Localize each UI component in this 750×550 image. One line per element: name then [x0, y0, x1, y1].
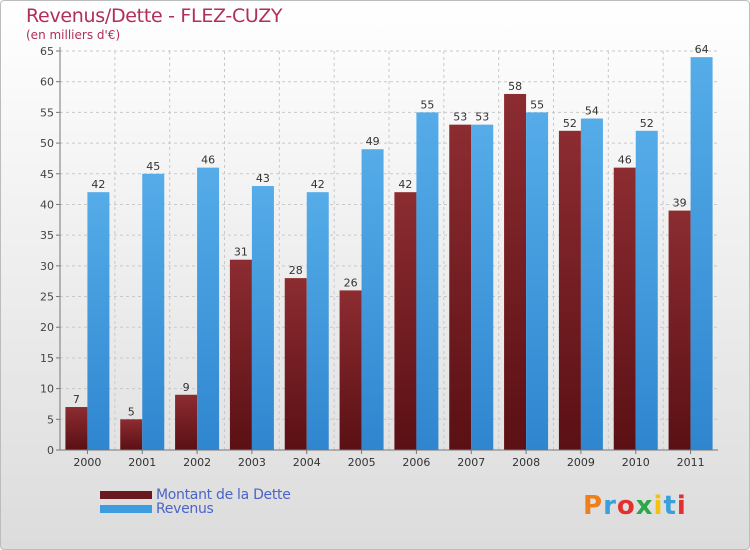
- bar-revenus-2001: [142, 173, 165, 450]
- y-tick-label-55: 55: [40, 106, 54, 119]
- x-tick-label-2005: 2005: [348, 456, 376, 469]
- logo-letter: i: [676, 491, 687, 521]
- data-label-revenus-2006: 55: [420, 98, 434, 111]
- x-tick-label-2001: 2001: [128, 456, 156, 469]
- bar-debt-2002: [175, 394, 198, 450]
- bar-debt-2000: [65, 407, 88, 450]
- x-tick-label-2008: 2008: [512, 456, 540, 469]
- y-tick-label-20: 20: [40, 321, 54, 334]
- bar-revenus-2006: [416, 112, 439, 450]
- data-label-debt-2011: 39: [673, 197, 687, 210]
- bar-debt-2009: [558, 130, 581, 451]
- bar-revenus-2004: [306, 192, 329, 450]
- x-tick-label-2011: 2011: [677, 456, 705, 469]
- y-tick-label-35: 35: [40, 229, 54, 242]
- bars: [65, 57, 713, 451]
- y-tick-label-40: 40: [40, 198, 54, 211]
- x-tick-label-2000: 2000: [73, 456, 101, 469]
- y-tick-label-60: 60: [40, 76, 54, 89]
- bar-revenus-2010: [635, 130, 658, 451]
- y-tick-label-65: 65: [40, 45, 54, 58]
- data-label-debt-2002: 9: [183, 381, 190, 394]
- bar-debt-2010: [613, 167, 636, 450]
- logo-letter: o: [616, 491, 636, 521]
- data-label-debt-2003: 31: [234, 246, 248, 259]
- y-tick-label-0: 0: [47, 444, 54, 457]
- bar-debt-2006: [394, 192, 417, 450]
- logo-letter: P: [583, 491, 604, 521]
- data-label-revenus-2010: 52: [640, 117, 654, 130]
- bar-revenus-2007: [471, 124, 494, 451]
- data-label-revenus-2000: 42: [91, 178, 105, 191]
- y-tick-label-25: 25: [40, 291, 54, 304]
- data-label-debt-2004: 28: [289, 264, 303, 277]
- x-tick-label-2002: 2002: [183, 456, 211, 469]
- data-label-revenus-2007: 53: [475, 111, 489, 124]
- gridlines: [60, 50, 718, 450]
- legend-label-debt: Montant de la Dette: [156, 487, 291, 503]
- bar-debt-2004: [284, 278, 307, 450]
- legend-item-debt: Montant de la Dette: [100, 487, 291, 503]
- data-label-revenus-2004: 42: [311, 178, 325, 191]
- x-tick-label-2009: 2009: [567, 456, 595, 469]
- data-label-debt-2008: 58: [508, 80, 522, 93]
- bar-revenus-2011: [690, 57, 713, 451]
- x-tick-label-2007: 2007: [457, 456, 485, 469]
- data-label-debt-2000: 7: [73, 393, 80, 406]
- bar-revenus-2005: [361, 149, 384, 450]
- y-tick-label-30: 30: [40, 260, 54, 273]
- data-label-revenus-2002: 46: [201, 154, 215, 167]
- logo-letter: i: [653, 491, 664, 521]
- bar-revenus-2009: [580, 118, 603, 451]
- logo-letter: x: [635, 491, 654, 521]
- bar-debt-2003: [229, 259, 252, 450]
- legend-swatch-revenus: [100, 505, 152, 513]
- y-tick-label-45: 45: [40, 168, 54, 181]
- bar-debt-2005: [339, 290, 362, 450]
- data-label-debt-2006: 42: [398, 178, 412, 191]
- data-labels: 7 42 5 45 9 46 31 43 28 42 26 49 42 55 53 53 58 55 52 54 46 5…: [73, 43, 709, 418]
- chart-subtitle: (en milliers d'€): [26, 28, 121, 42]
- x-tick-label-2006: 2006: [402, 456, 430, 469]
- bar-revenus-2003: [251, 186, 274, 451]
- y-tick-label-10: 10: [40, 383, 54, 396]
- y-tick-label-15: 15: [40, 352, 54, 365]
- y-tick-label-5: 5: [47, 413, 54, 426]
- data-label-debt-2009: 52: [563, 117, 577, 130]
- x-tick-label-2010: 2010: [622, 456, 650, 469]
- chart-title: Revenus/Dette - FLEZ-CUZY: [26, 5, 283, 27]
- bar-debt-2001: [120, 419, 143, 450]
- bar-revenus-2002: [197, 167, 220, 450]
- bar-debt-2008: [504, 93, 527, 450]
- logo-letter: r: [603, 491, 617, 521]
- legend-swatch-debt: [100, 491, 152, 499]
- bar-debt-2007: [449, 124, 472, 451]
- axes: 0 5 10 15 20 25 30 35 40 45 50 55 60 65 2000 2001 2002 20…: [40, 45, 718, 469]
- data-label-revenus-2005: 49: [366, 135, 380, 148]
- y-tick-label-50: 50: [40, 137, 54, 150]
- bar-debt-2011: [668, 210, 691, 450]
- data-label-revenus-2003: 43: [256, 172, 270, 185]
- logo-letter: t: [663, 491, 677, 521]
- data-label-debt-2001: 5: [128, 405, 135, 418]
- bar-revenus-2008: [526, 112, 549, 450]
- data-label-debt-2007: 53: [453, 111, 467, 124]
- data-label-debt-2005: 26: [344, 276, 358, 289]
- proxiti-logo: Proxiti: [583, 491, 687, 521]
- x-tick-label-2003: 2003: [238, 456, 266, 469]
- bar-revenus-2000: [87, 192, 110, 450]
- data-label-revenus-2008: 55: [530, 98, 544, 111]
- x-tick-label-2004: 2004: [293, 456, 321, 469]
- data-label-revenus-2009: 54: [585, 105, 599, 118]
- data-label-debt-2010: 46: [618, 154, 632, 167]
- legend-label-revenus: Revenus: [156, 501, 214, 517]
- legend-item-revenus: Revenus: [100, 501, 214, 517]
- data-label-revenus-2001: 45: [146, 160, 160, 173]
- data-label-revenus-2011: 64: [695, 43, 709, 56]
